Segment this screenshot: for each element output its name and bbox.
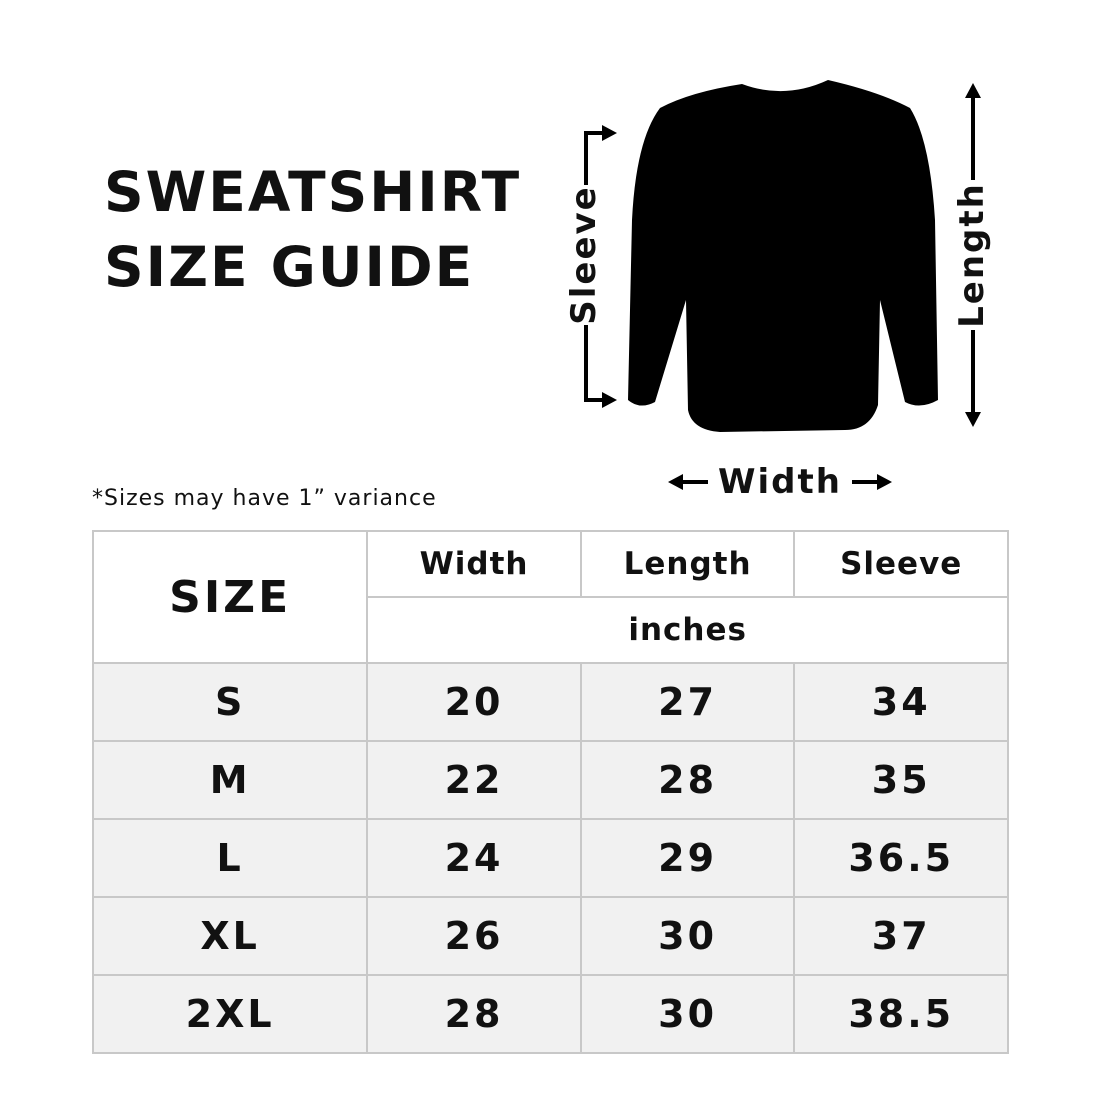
unit-row: inches (93, 596, 1009, 664)
cell-width: 24 (366, 818, 582, 898)
column-header-length: Length (579, 530, 796, 598)
cell-width: 22 (366, 740, 582, 820)
sleeve-arrow-icon (584, 131, 605, 402)
cell-size: L (91, 818, 369, 898)
variance-note: *Sizes may have 1” variance (92, 486, 437, 511)
cell-size: S (91, 662, 369, 742)
size-header: SIZE (91, 530, 369, 664)
cell-sleeve: 37 (793, 896, 1009, 976)
cell-sleeve: 36.5 (793, 818, 1009, 898)
unit-label: inches (366, 596, 1009, 664)
cell-sleeve: 38.5 (793, 974, 1009, 1054)
length-label: Length (952, 182, 992, 328)
table-row: L 24 29 36.5 (91, 818, 1009, 898)
cell-length: 30 (579, 974, 796, 1054)
cell-width: 26 (366, 896, 582, 976)
size-table: SIZE Width Length Sleeve inches S 20 27 34 M… (91, 530, 1009, 1054)
cell-length: 29 (579, 818, 796, 898)
table-row: 2XL 28 30 38.5 (91, 974, 1009, 1054)
cell-size: XL (91, 896, 369, 976)
table-row: M 22 28 35 (91, 740, 1009, 820)
title-line-1: SWEATSHIRT (104, 160, 522, 224)
width-label: Width (718, 462, 842, 502)
title-line-2: SIZE GUIDE (104, 235, 475, 299)
sleeve-label: Sleeve (564, 185, 604, 325)
sweatshirt-diagram (584, 80, 981, 490)
table-row: XL 26 30 37 (91, 896, 1009, 976)
cell-length: 30 (579, 896, 796, 976)
cell-sleeve: 34 (793, 662, 1009, 742)
column-header-width: Width (366, 530, 582, 598)
header-row: SIZE Width Length Sleeve (91, 530, 1009, 664)
cell-length: 28 (579, 740, 796, 820)
cell-length: 27 (579, 662, 796, 742)
column-header-sleeve: Sleeve (793, 530, 1009, 598)
cell-size: 2XL (91, 974, 369, 1054)
table-row: S 20 27 34 (91, 662, 1009, 742)
cell-size: M (91, 740, 369, 820)
cell-sleeve: 35 (793, 740, 1009, 820)
cell-width: 20 (366, 662, 582, 742)
sweatshirt-image (628, 80, 938, 432)
cell-width: 28 (366, 974, 582, 1054)
